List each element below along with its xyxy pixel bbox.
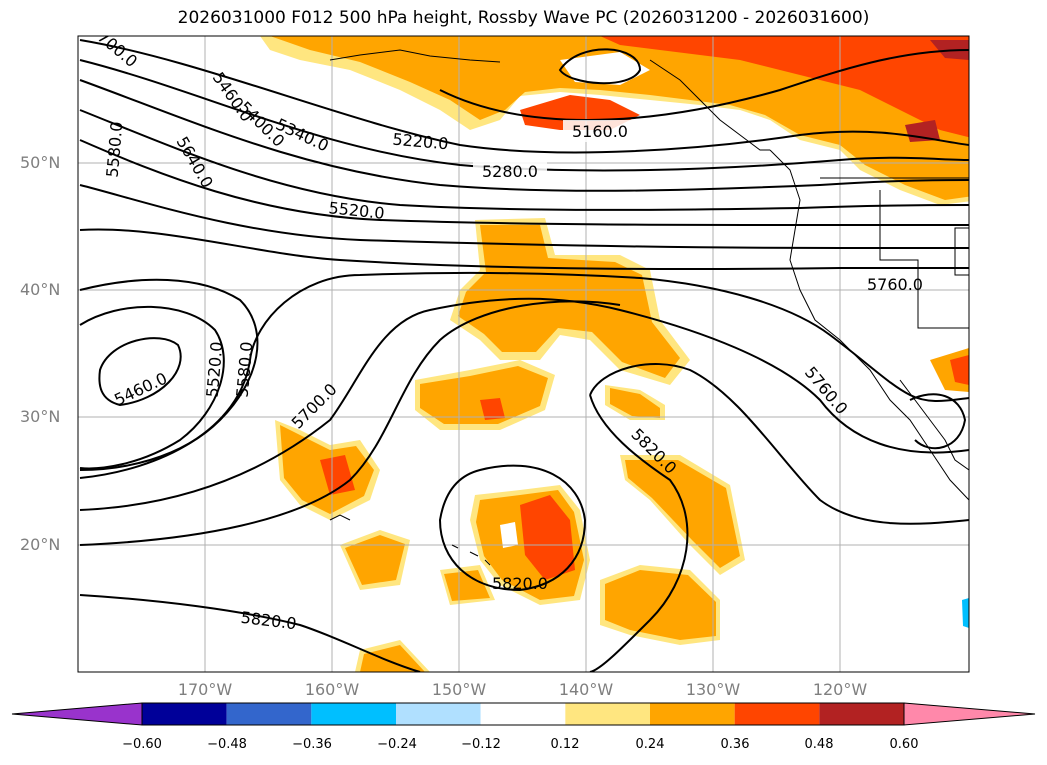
- positive-anomaly-region: [345, 535, 405, 585]
- positive-anomaly-region: [360, 645, 425, 672]
- colorbar-segment: [565, 703, 650, 725]
- contour-label: 5760.0: [867, 275, 923, 294]
- lon-label: 140°W: [558, 680, 614, 699]
- contour-label: 5220.0: [392, 130, 449, 154]
- positive-anomaly-region: [605, 570, 716, 640]
- colorbar: [11, 702, 1036, 726]
- colorbar-border: [141, 702, 905, 726]
- lon-label: 120°W: [812, 680, 868, 699]
- positive-anomaly-region: [420, 366, 548, 424]
- colorbar-segment: [734, 703, 820, 725]
- coastlines: [329, 49, 969, 566]
- positive-anomaly-region: [610, 388, 660, 418]
- lon-label: 170°W: [177, 680, 233, 699]
- colorbar-segment: [396, 703, 481, 725]
- colorbar-segment: [142, 703, 227, 725]
- colorbar-segment: [311, 703, 396, 725]
- lat-label: 30°N: [20, 407, 61, 426]
- colorbar-tick-label: 0.48: [804, 737, 834, 752]
- lat-label: 40°N: [20, 280, 61, 299]
- positive-anomaly-region: [444, 570, 490, 601]
- colorbar-extend-high: [903, 702, 1036, 726]
- positive-anomaly-region: [270, 36, 969, 200]
- positive-anomaly-region: [320, 455, 355, 495]
- colorbar-tick-label: −0.36: [292, 737, 332, 752]
- contour-label: 5580.0: [103, 121, 127, 178]
- colorbar-tick-label: −0.60: [122, 737, 162, 752]
- map-panel: 5160.0 5220.0 5280.0 5340.0 5400.0 5460.…: [77, 35, 970, 673]
- positive-anomaly-region: [480, 398, 505, 420]
- colorbar-tick-label: −0.24: [377, 737, 417, 752]
- lon-label: 130°W: [685, 680, 741, 699]
- colorbar-extend-low: [11, 702, 143, 726]
- colorbar-segment: [226, 703, 312, 725]
- contour-label: 5520.0: [203, 341, 227, 398]
- lat-label: 20°N: [20, 535, 61, 554]
- positive-anomaly-region: [625, 460, 740, 568]
- contour-label: 5160.0: [572, 122, 628, 141]
- colorbar-segment: [480, 703, 566, 725]
- map-frame: [77, 35, 970, 673]
- colorbar-tick-label: 0.12: [550, 737, 580, 752]
- colorbar-tick-label: 0.24: [635, 737, 665, 752]
- colorbar-segment: [819, 703, 904, 725]
- colorbar-tick-label: 0.60: [889, 737, 919, 752]
- positive-anomaly-region: [520, 495, 575, 580]
- contour-label: 5580.0: [233, 341, 257, 398]
- lon-label: 160°W: [304, 680, 360, 699]
- colorbar-segment: [650, 703, 735, 725]
- colorbar-tick-label: −0.12: [461, 737, 501, 752]
- map-title: 2026031000 F012 500 hPa height, Rossby W…: [177, 8, 870, 28]
- height-contours: [79, 39, 969, 672]
- contour-label: 5280.0: [482, 162, 538, 181]
- colorbar-tick-label: 0.36: [720, 737, 750, 752]
- contour-label: 5820.0: [492, 574, 548, 593]
- positive-anomaly-region: [950, 355, 969, 385]
- lat-label: 50°N: [20, 153, 61, 172]
- lon-label: 150°W: [431, 680, 487, 699]
- negative-anomaly-region: [962, 598, 969, 628]
- colorbar-tick-label: −0.48: [207, 737, 247, 752]
